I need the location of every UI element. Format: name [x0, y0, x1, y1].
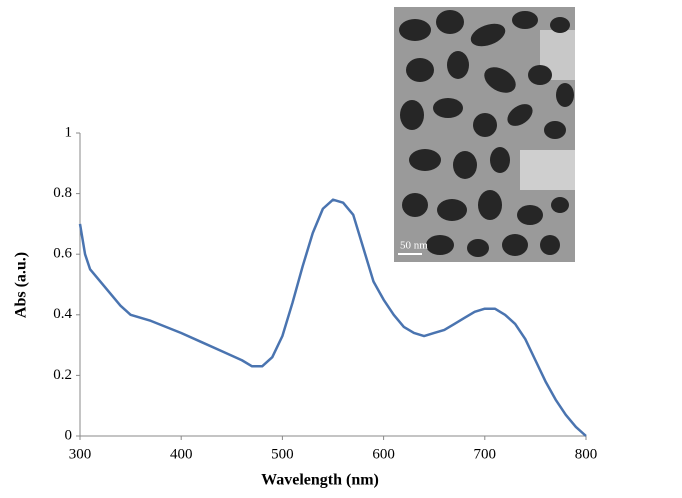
x-tick-label: 600 — [372, 446, 395, 462]
chart: 50 nm Wavelength (nm) Abs (a.u.) 0 0.2 0.4… — [0, 0, 682, 493]
x-tick-label: 800 — [575, 446, 598, 462]
y-tick-label: 0.8 — [53, 185, 72, 201]
x-tick-label: 700 — [474, 446, 497, 462]
y-tick-label: 1 — [65, 124, 73, 140]
y-tick-label: 0.6 — [53, 246, 72, 262]
x-tick-label: 300 — [69, 446, 92, 462]
y-tick-label: 0 — [65, 427, 73, 443]
scale-bar-label: 50 nm — [400, 240, 428, 252]
y-tick-label: 0.2 — [53, 367, 72, 383]
x-axis-title: Wavelength (nm) — [261, 472, 379, 489]
x-tick-label: 400 — [170, 446, 193, 462]
inset-image: 50 nm — [394, 7, 575, 262]
x-tick-label: 500 — [271, 446, 294, 462]
y-axis-title: Abs (a.u.) — [13, 252, 30, 318]
y-tick-label: 0.4 — [53, 306, 72, 322]
